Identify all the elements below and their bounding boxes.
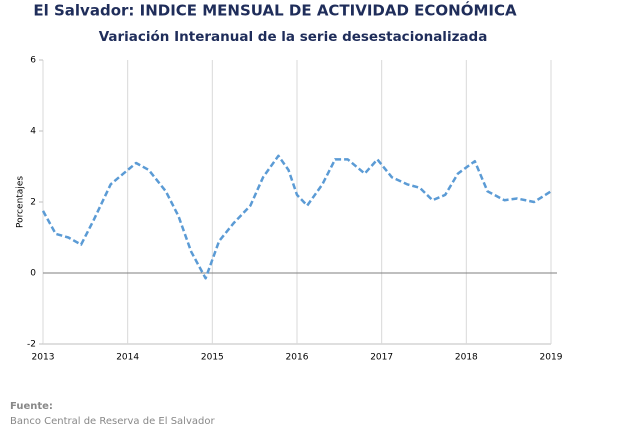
chart-title: El Salvador: INDICE MENSUAL DE ACTIVIDAD…: [33, 1, 517, 20]
x-tick-label: 2014: [116, 353, 139, 363]
x-tick-label: 2017: [370, 353, 393, 363]
y-tick-label: 6: [30, 56, 36, 66]
chart-subtitle: Variación Interanual de la serie desesta…: [99, 29, 488, 45]
y-tick-label: 0: [30, 269, 36, 279]
data-line: [41, 154, 552, 280]
x-tick-label: 2015: [201, 353, 224, 363]
x-tick-label: 2013: [32, 353, 55, 363]
x-tick-label: 2016: [286, 353, 309, 363]
x-tick-label: 2018: [455, 353, 478, 363]
source: Banco Central de Reserva de El Salvador: [10, 416, 215, 424]
y-tick-label: 4: [30, 127, 36, 137]
y-axis-label: Porcentajes: [16, 176, 26, 228]
y-tick-label: -2: [27, 340, 36, 350]
y-tick-label: 2: [30, 198, 36, 208]
source-label: Fuente:: [10, 401, 53, 412]
x-tick-label: 2019: [540, 353, 563, 363]
